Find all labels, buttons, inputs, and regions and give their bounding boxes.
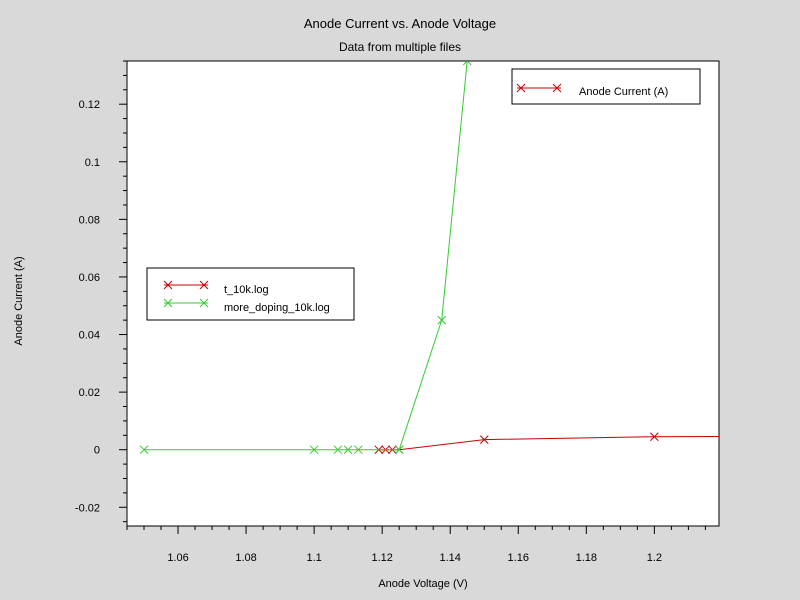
series-2 <box>139 61 472 455</box>
legend-box <box>511 68 701 105</box>
x-axis: 1.06 1.08 1.1 1.12 1.14 1.16 1.18 1.2 <box>126 526 706 564</box>
data-point <box>479 435 489 444</box>
y-axis-label: Anode Current (A) <box>13 256 25 345</box>
series-layer <box>139 61 719 455</box>
chart-subtitle: Data from multiple files <box>339 40 461 54</box>
legend-label: t_10k.log <box>224 284 269 296</box>
legend-top-right: Anode Current (A) <box>511 68 701 105</box>
y-tick-label: 0.06 <box>79 272 100 284</box>
legend-marker <box>516 83 562 93</box>
x-tick-label: 1.18 <box>576 552 597 564</box>
legend-box <box>146 267 355 321</box>
legend-marker <box>163 280 209 290</box>
y-tick-label: 0.04 <box>79 330 100 342</box>
y-tick-label: 0.08 <box>79 214 100 226</box>
legend-center-left: t_10k.log more_doping_10k.log <box>146 267 355 321</box>
data-point <box>139 445 149 455</box>
x-tick-label: 1.08 <box>235 552 256 564</box>
data-point <box>462 61 472 66</box>
y-tick-label: -0.02 <box>75 502 100 514</box>
x-axis-label: Anode Voltage (V) <box>378 578 467 590</box>
x-tick-label: 1.1 <box>306 552 321 564</box>
data-point <box>333 445 343 455</box>
legend-label: more_doping_10k.log <box>224 302 330 314</box>
y-tick-label: 0 <box>94 445 100 457</box>
data-point <box>650 432 659 442</box>
data-point <box>354 445 363 455</box>
series-line <box>144 61 468 451</box>
x-tick-label: 1.06 <box>167 552 188 564</box>
legend-marker <box>163 298 209 308</box>
x-tick-label: 1.12 <box>371 552 392 564</box>
data-point <box>437 315 447 325</box>
legend-label: Anode Current (A) <box>579 86 668 98</box>
y-tick-label: 0.1 <box>85 157 100 169</box>
x-tick-label: 1.2 <box>647 552 662 564</box>
data-point <box>343 445 353 455</box>
chart-title: Anode Current vs. Anode Voltage <box>304 16 496 31</box>
data-point <box>309 445 319 455</box>
x-tick-label: 1.16 <box>508 552 529 564</box>
x-tick-label: 1.14 <box>440 552 461 564</box>
y-tick-label: 0.02 <box>79 387 100 399</box>
data-point <box>394 445 404 455</box>
y-axis: -0.02 0 0.02 0.04 0.06 0.08 0.1 0.12 <box>75 60 127 523</box>
y-tick-label: 0.12 <box>79 99 100 111</box>
